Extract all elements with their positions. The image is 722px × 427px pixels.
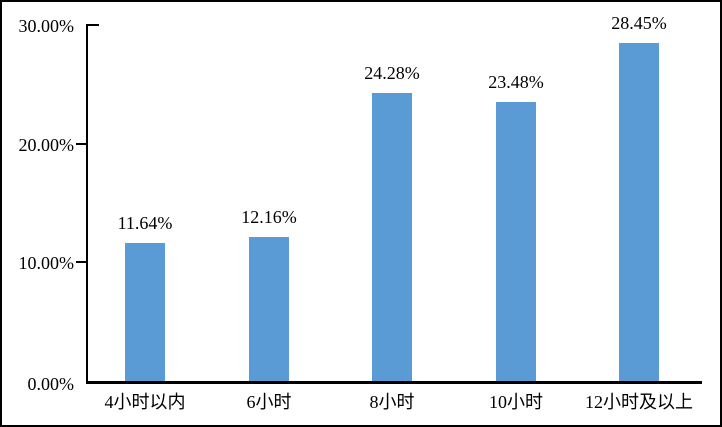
x-axis-line <box>86 381 702 384</box>
y-tick-label: 10.00% <box>18 253 75 273</box>
bar-value-label: 12.16% <box>241 207 297 227</box>
x-category-label: 10小时 <box>489 392 543 412</box>
y-tick-mark <box>76 261 86 263</box>
y-tick-mark <box>76 143 86 145</box>
y-tick-mark <box>86 24 99 26</box>
bar <box>619 43 659 381</box>
y-tick-label: 20.00% <box>18 135 75 155</box>
bar-value-label: 11.64% <box>117 213 173 233</box>
x-category-label: 12小时及以上 <box>585 392 693 412</box>
bar <box>125 243 165 381</box>
bar-value-label: 28.45% <box>611 13 667 33</box>
y-tick-label: 30.00% <box>18 16 75 36</box>
bar <box>249 237 289 381</box>
y-tick-label: 0.00% <box>27 374 75 394</box>
bar <box>496 102 536 381</box>
bar-value-label: 23.48% <box>488 72 544 92</box>
x-category-label: 4小时以内 <box>104 392 186 412</box>
x-category-label: 6小时 <box>246 392 292 412</box>
bar <box>372 93 412 381</box>
bar-value-label: 24.28% <box>364 63 420 83</box>
y-axis-line <box>86 24 88 383</box>
x-category-label: 8小时 <box>369 392 415 412</box>
